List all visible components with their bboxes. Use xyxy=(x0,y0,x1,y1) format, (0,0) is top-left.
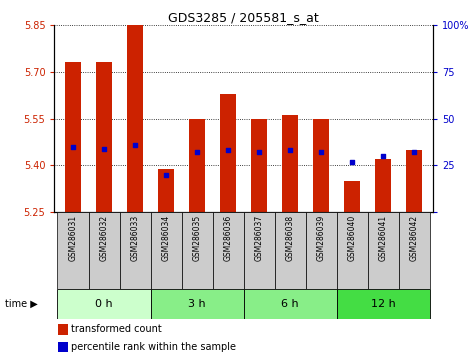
Bar xyxy=(158,169,174,212)
Bar xyxy=(212,212,244,289)
Bar xyxy=(220,93,236,212)
Text: GSM286034: GSM286034 xyxy=(162,215,171,261)
Bar xyxy=(150,212,182,289)
Point xyxy=(193,149,201,155)
Text: time ▶: time ▶ xyxy=(5,298,37,309)
Point xyxy=(69,144,77,150)
Bar xyxy=(88,212,120,289)
Bar xyxy=(344,181,360,212)
Point xyxy=(131,142,139,148)
Point xyxy=(379,153,387,159)
Bar xyxy=(314,119,329,212)
Point xyxy=(286,148,294,153)
Text: GSM286042: GSM286042 xyxy=(410,215,419,261)
Point xyxy=(100,146,108,152)
Text: GSM286037: GSM286037 xyxy=(254,215,263,261)
Bar xyxy=(65,62,81,212)
Bar xyxy=(58,289,150,319)
Text: GSM286035: GSM286035 xyxy=(193,215,201,261)
Text: GSM286031: GSM286031 xyxy=(69,215,78,261)
Text: transformed count: transformed count xyxy=(71,324,162,334)
Title: GDS3285 / 205581_s_at: GDS3285 / 205581_s_at xyxy=(168,11,319,24)
Bar xyxy=(150,289,244,319)
Text: percentile rank within the sample: percentile rank within the sample xyxy=(71,342,236,352)
Bar xyxy=(244,212,275,289)
Text: GSM286038: GSM286038 xyxy=(286,215,295,261)
Point xyxy=(162,172,170,178)
Bar xyxy=(376,159,391,212)
Point xyxy=(317,149,325,155)
Bar xyxy=(368,212,399,289)
Bar xyxy=(127,25,143,212)
Bar xyxy=(406,150,422,212)
Bar xyxy=(120,212,150,289)
Text: GSM286040: GSM286040 xyxy=(348,215,357,261)
Point xyxy=(255,149,263,155)
Text: GSM286039: GSM286039 xyxy=(316,215,325,261)
Point xyxy=(411,149,418,155)
Text: GSM286041: GSM286041 xyxy=(379,215,388,261)
Bar xyxy=(399,212,429,289)
Bar xyxy=(58,342,68,352)
Bar xyxy=(337,289,429,319)
Text: GSM286032: GSM286032 xyxy=(99,215,108,261)
Point xyxy=(349,159,356,165)
Bar xyxy=(58,212,88,289)
Bar xyxy=(282,115,298,212)
Text: GSM286036: GSM286036 xyxy=(224,215,233,261)
Bar xyxy=(58,324,68,335)
Bar xyxy=(337,212,368,289)
Text: 6 h: 6 h xyxy=(281,298,299,309)
Bar xyxy=(251,119,267,212)
Point xyxy=(224,148,232,153)
Bar xyxy=(96,62,112,212)
Bar xyxy=(244,289,337,319)
Bar xyxy=(306,212,337,289)
Text: 0 h: 0 h xyxy=(95,298,113,309)
Bar xyxy=(182,212,212,289)
Bar xyxy=(189,119,205,212)
Bar xyxy=(275,212,306,289)
Text: 3 h: 3 h xyxy=(188,298,206,309)
Text: GSM286033: GSM286033 xyxy=(131,215,140,261)
Text: 12 h: 12 h xyxy=(371,298,395,309)
